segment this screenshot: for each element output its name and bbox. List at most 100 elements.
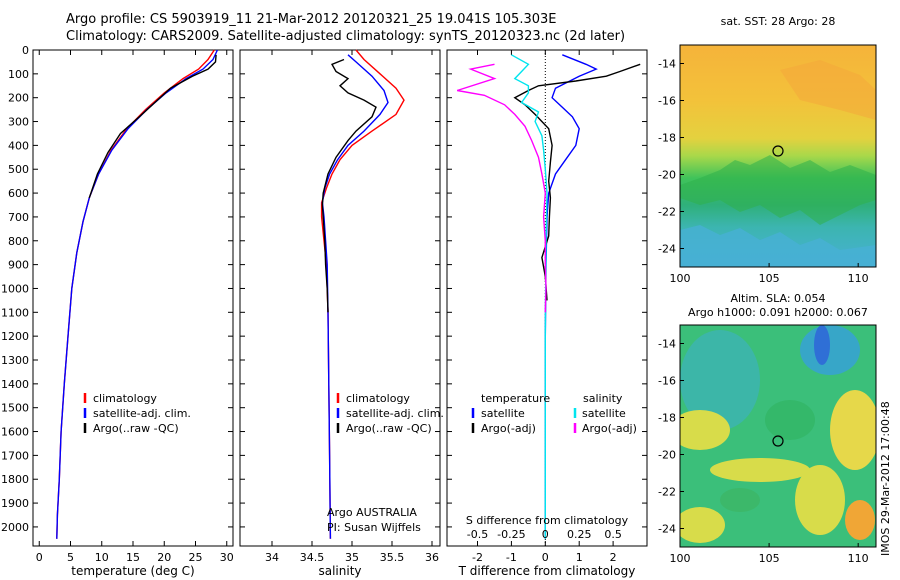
sla-map xyxy=(679,324,877,548)
x-tick-label: -2 xyxy=(472,551,483,564)
legend-title-temperature: temperature xyxy=(481,392,550,405)
legend-label: Argo(-adj) xyxy=(582,422,637,435)
y-tick-label: 1800 xyxy=(1,473,29,486)
legend-label: satellite xyxy=(481,407,525,420)
legend-label: Argo(..raw -QC) xyxy=(346,422,432,435)
y-tick-label: 1500 xyxy=(1,402,29,415)
series-line-1 xyxy=(56,49,219,539)
legend-label: climatology xyxy=(93,392,157,405)
figure-title-line2: Climatology: CARS2009. Satellite-adjuste… xyxy=(66,29,626,44)
series-line-2 xyxy=(88,54,217,199)
map-y-tick-label: -14 xyxy=(658,58,676,71)
y-tick-label: 800 xyxy=(8,235,29,248)
legend-label: satellite-adj. clim. xyxy=(93,407,191,420)
y-tick-label: 0 xyxy=(22,44,29,57)
map-x-tick-label: 110 xyxy=(848,272,869,285)
x-tick-label: 36 xyxy=(425,551,439,564)
y-tick-label: 500 xyxy=(8,163,29,176)
y-tick-label: 2000 xyxy=(1,521,29,534)
y-tick-label: 1000 xyxy=(1,282,29,295)
series-line-2 xyxy=(511,54,548,539)
s-tick-label: 0.5 xyxy=(604,528,622,541)
x-axis-label: temperature (deg C) xyxy=(71,564,194,578)
argo-position-marker-sst xyxy=(772,145,784,157)
legend-label: satellite xyxy=(582,407,626,420)
s-tick-label: 0 xyxy=(542,528,549,541)
y-tick-label: 1700 xyxy=(1,449,29,462)
s-tick-label: 0.25 xyxy=(567,528,592,541)
y-tick-label: 900 xyxy=(8,259,29,272)
imos-timestamp: IMOS 29-Mar-2012 17:00:48 xyxy=(879,401,892,556)
x-tick-label: -1 xyxy=(506,551,517,564)
map-x-tick-label: 105 xyxy=(759,272,780,285)
map-y-tick-label: -18 xyxy=(658,412,676,425)
x-tick-label: 1 xyxy=(576,551,583,564)
figure-title-line1: Argo profile: CS 5903919_11 21-Mar-2012 … xyxy=(66,12,557,27)
map-y-tick-label: -18 xyxy=(658,132,676,145)
s-tick-label: -0.5 xyxy=(467,528,488,541)
x-tick-label: 30 xyxy=(220,551,234,564)
x-tick-label: 0 xyxy=(542,551,549,564)
map-y-tick-label: -16 xyxy=(658,95,676,108)
sst-map xyxy=(679,44,877,268)
difference-plot-frame xyxy=(446,49,648,547)
x-tick-label: 0 xyxy=(36,551,43,564)
map-y-tick-label: -24 xyxy=(658,243,676,256)
y-tick-label: 1300 xyxy=(1,354,29,367)
y-tick-label: 1900 xyxy=(1,497,29,510)
x-tick-label: 35.5 xyxy=(380,551,405,564)
y-tick-label: 200 xyxy=(8,92,29,105)
x-tick-label: 35 xyxy=(345,551,359,564)
legend-label: climatology xyxy=(346,392,410,405)
map-x-tick-label: 105 xyxy=(759,552,780,565)
x-tick-label: 20 xyxy=(157,551,171,564)
y-tick-label: 300 xyxy=(8,116,29,129)
y-tick-label: 700 xyxy=(8,211,29,224)
sla-map-title-line1: Altim. SLA: 0.054 xyxy=(730,292,825,305)
map-x-tick-label: 110 xyxy=(848,552,869,565)
legend-label: satellite-adj. clim. xyxy=(346,407,444,420)
s-tick-label: -0.25 xyxy=(497,528,525,541)
map-y-tick-label: -20 xyxy=(658,449,676,462)
x-tick-label: 15 xyxy=(126,551,140,564)
y-tick-label: 1600 xyxy=(1,426,29,439)
argo-annotation-line: Argo AUSTRALIA xyxy=(327,506,417,519)
legend-title-salinity: salinity xyxy=(583,392,623,405)
y-tick-label: 1100 xyxy=(1,306,29,319)
y-tick-label: 1400 xyxy=(1,378,29,391)
y-tick-label: 600 xyxy=(8,187,29,200)
x-tick-label: 34 xyxy=(265,551,279,564)
x-tick-label: 34.5 xyxy=(300,551,325,564)
argo-annotation-line: PI: Susan Wijffels xyxy=(327,521,421,534)
series-line-3 xyxy=(456,63,547,313)
series-line-0 xyxy=(56,49,215,539)
legend-label: Argo(..raw -QC) xyxy=(93,422,179,435)
x-axis-label: T difference from climatology xyxy=(458,564,636,578)
x-axis-label: salinity xyxy=(318,564,361,578)
map-y-tick-label: -22 xyxy=(658,486,676,499)
map-x-tick-label: 100 xyxy=(670,552,691,565)
x-tick-label: 10 xyxy=(95,551,109,564)
x-tick-label: 25 xyxy=(189,551,203,564)
map-x-tick-label: 100 xyxy=(670,272,691,285)
series-line-1 xyxy=(513,63,641,301)
series-line-2 xyxy=(321,58,377,313)
salinity-plot-frame xyxy=(239,49,441,547)
map-y-tick-label: -14 xyxy=(658,338,676,351)
x-tick-label: 5 xyxy=(67,551,74,564)
y-tick-label: 400 xyxy=(8,139,29,152)
map-y-tick-label: -20 xyxy=(658,169,676,182)
x-tick-label: 2 xyxy=(610,551,617,564)
map-y-tick-label: -16 xyxy=(658,375,676,388)
s-difference-label: S difference from climatology xyxy=(466,514,629,527)
series-line-0 xyxy=(320,49,405,539)
series-line-0 xyxy=(544,54,598,539)
map-y-tick-label: -24 xyxy=(658,523,676,536)
sla-map-title-line2: Argo h1000: 0.091 h2000: 0.067 xyxy=(688,306,868,319)
sst-map-title: sat. SST: 28 Argo: 28 xyxy=(721,15,836,28)
y-tick-label: 1200 xyxy=(1,330,29,343)
argo-position-marker-sla xyxy=(772,435,784,447)
legend-label: Argo(-adj) xyxy=(481,422,536,435)
y-tick-label: 100 xyxy=(8,68,29,81)
